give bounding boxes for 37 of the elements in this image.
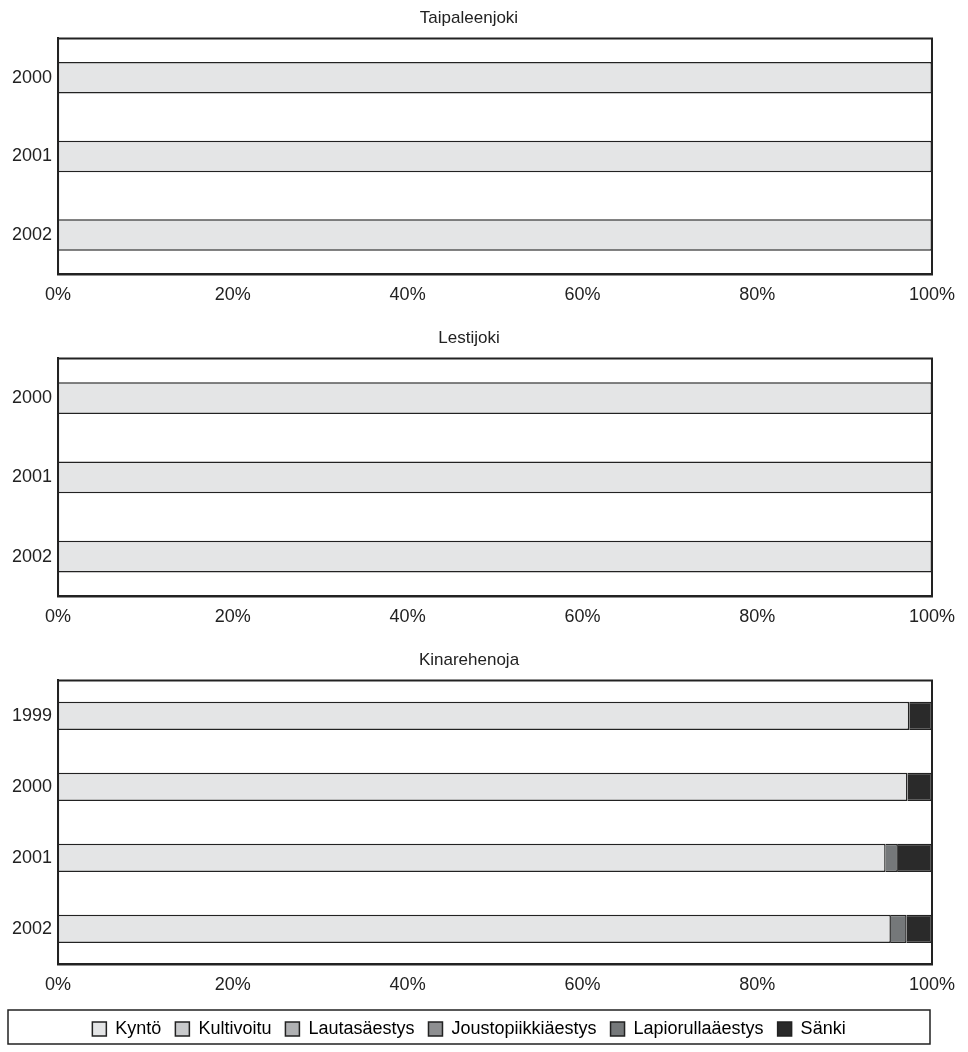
legend-label: Sänki — [800, 1017, 846, 1038]
x-tick-label: 0% — [45, 606, 72, 627]
legend-label: Lautasäestys — [308, 1017, 415, 1038]
x-tick-label: 40% — [389, 284, 426, 305]
y-tick-label: 2001 — [12, 145, 53, 166]
y-tick-label: 2000 — [12, 66, 53, 87]
x-tick-label: 60% — [564, 974, 601, 995]
y-tick-label: 2002 — [12, 545, 53, 566]
x-tick-label: 40% — [389, 606, 426, 627]
y-tick-label: 2002 — [12, 917, 53, 938]
x-tick-label: 20% — [214, 974, 251, 995]
chart-title: Taipaleenjoki — [419, 7, 519, 27]
legend-label: Lapiorullaäestys — [633, 1017, 764, 1038]
y-tick-label: 2002 — [12, 224, 53, 245]
y-tick-label: 2001 — [12, 466, 53, 487]
chart-title: Lestijoki — [438, 327, 500, 347]
x-tick-label: 100% — [908, 284, 956, 305]
x-tick-label: 80% — [739, 974, 776, 995]
y-tick-label: 1999 — [12, 704, 53, 725]
x-tick-label: 0% — [45, 284, 72, 305]
x-tick-label: 60% — [564, 284, 601, 305]
x-tick-label: 20% — [214, 606, 251, 627]
x-tick-label: 60% — [564, 606, 601, 627]
chart-title: Kinarehenoja — [418, 649, 520, 669]
x-tick-label: 20% — [214, 284, 251, 305]
x-tick-label: 80% — [739, 606, 776, 627]
y-tick-label: 2000 — [12, 775, 53, 796]
legend-label: Kyntö — [115, 1017, 162, 1038]
y-tick-label: 2001 — [12, 846, 53, 867]
y-tick-label: 2000 — [12, 387, 53, 408]
legend-label: Joustopiikkiäestys — [451, 1017, 597, 1038]
x-tick-label: 100% — [908, 606, 956, 627]
x-tick-label: 80% — [739, 284, 776, 305]
legend-label: Kultivoitu — [198, 1017, 272, 1038]
x-tick-label: 0% — [45, 974, 72, 995]
x-tick-label: 40% — [389, 974, 426, 995]
x-tick-label: 100% — [908, 974, 956, 995]
